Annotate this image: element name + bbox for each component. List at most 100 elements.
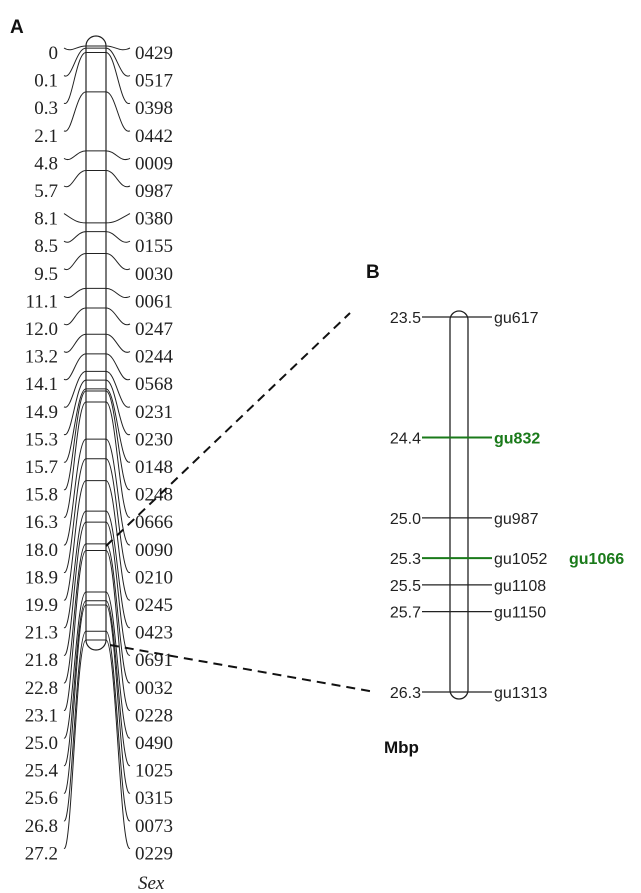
marker-label: 0090 bbox=[135, 540, 173, 561]
marker-label: 0248 bbox=[135, 485, 173, 506]
connector-left bbox=[63, 510, 87, 629]
locus-marker: gu1313 bbox=[494, 685, 547, 702]
connector-right bbox=[105, 45, 131, 51]
zoom-lines bbox=[105, 312, 376, 693]
marker-label: 0490 bbox=[135, 733, 173, 754]
marker-label: 0442 bbox=[135, 126, 173, 147]
marker-label: 0517 bbox=[135, 71, 173, 92]
position-label: 21.3 bbox=[25, 623, 58, 644]
panel-a-chromosome bbox=[85, 35, 107, 651]
locus-position: 25.7 bbox=[390, 605, 421, 622]
position-label: 5.7 bbox=[34, 181, 58, 202]
connector-left bbox=[63, 549, 87, 711]
connector-right bbox=[105, 353, 131, 381]
locus-marker: gu1150 bbox=[494, 605, 546, 622]
position-label: 14.9 bbox=[25, 402, 58, 423]
connector-left bbox=[63, 458, 87, 573]
locus-marker: gu617 bbox=[494, 310, 539, 327]
locus-position: 25.5 bbox=[390, 578, 421, 595]
connector-right bbox=[105, 438, 131, 546]
locus-position: 26.3 bbox=[390, 685, 421, 702]
marker-label: 0398 bbox=[135, 98, 173, 119]
connector-right bbox=[105, 47, 131, 77]
marker-label: 0315 bbox=[135, 788, 173, 809]
position-label: 0 bbox=[49, 43, 59, 64]
chromosome-bar bbox=[85, 35, 107, 651]
connector-right bbox=[105, 600, 131, 767]
position-label: 16.3 bbox=[25, 512, 58, 533]
locus-marker-highlight: gu1066 bbox=[569, 551, 624, 568]
marker-label: 0247 bbox=[135, 319, 173, 340]
marker-label: 0231 bbox=[135, 402, 173, 423]
position-label: 25.6 bbox=[25, 788, 58, 809]
connector-right bbox=[105, 370, 131, 408]
position-label: 25.4 bbox=[25, 761, 59, 782]
connector-right bbox=[105, 591, 131, 739]
connector-right bbox=[105, 480, 131, 601]
locus-position: 25.3 bbox=[390, 551, 421, 568]
connector-right bbox=[105, 543, 131, 684]
connector-right bbox=[105, 91, 131, 132]
connector-left bbox=[63, 150, 87, 161]
marker-label: 0030 bbox=[135, 264, 173, 285]
connector-right bbox=[105, 510, 131, 629]
position-label: 8.1 bbox=[34, 209, 58, 230]
connector-left bbox=[63, 543, 87, 684]
locus-marker: gu832 bbox=[494, 431, 540, 448]
panel-b-loci: 23.5 gu617 24.4 gu832 25.0 gu987 25.3 gu1052 gu1… bbox=[390, 310, 624, 702]
panel-a-connectors bbox=[63, 45, 131, 849]
position-label: 15.8 bbox=[25, 485, 58, 506]
marker-label: 0032 bbox=[135, 678, 173, 699]
position-label: 13.2 bbox=[25, 347, 58, 368]
connector-left bbox=[63, 213, 87, 224]
marker-label: 0666 bbox=[135, 512, 173, 533]
connector-left bbox=[63, 630, 87, 822]
position-label: 18.0 bbox=[25, 540, 58, 561]
position-label: 0.3 bbox=[34, 98, 58, 119]
panel-a-marker-labels: 0429 0517 0398 0442 0009 0987 0380 0155 0030 0061… bbox=[135, 43, 174, 864]
connector-left bbox=[63, 52, 87, 104]
marker-label: 0691 bbox=[135, 650, 173, 671]
connector-left bbox=[63, 231, 87, 243]
panel-a-position-labels: 0 0.1 0.3 2.1 4.8 5.7 8.1 8.5 9.5 11.1 12.0 13.2 14.… bbox=[25, 43, 59, 864]
position-label: 15.7 bbox=[25, 457, 58, 478]
connector-left bbox=[63, 604, 87, 794]
connector-left bbox=[63, 370, 87, 408]
position-label: 8.5 bbox=[34, 236, 58, 257]
connector-left bbox=[63, 353, 87, 381]
position-label: 2.1 bbox=[34, 126, 58, 147]
locus-position: 24.4 bbox=[390, 431, 421, 448]
marker-label: 0423 bbox=[135, 623, 173, 644]
connector-right bbox=[105, 630, 131, 822]
panel-b-chromosome bbox=[449, 310, 469, 700]
connector-left bbox=[63, 438, 87, 546]
connector-left bbox=[63, 47, 87, 77]
position-label: 15.3 bbox=[25, 429, 58, 450]
marker-label: 0228 bbox=[135, 705, 173, 726]
marker-label: 0244 bbox=[135, 347, 174, 368]
marker-label: 0230 bbox=[135, 429, 173, 450]
connector-right bbox=[105, 521, 131, 656]
panel-a-linkage-map: A 0 0.1 0.3 2.1 4.8 5.7 8.1 8.5 9.5 11.1 12.0 13.2 1… bbox=[10, 17, 174, 893]
marker-label: 0429 bbox=[135, 43, 173, 64]
connector-right bbox=[105, 231, 131, 243]
locus-position: 25.0 bbox=[390, 511, 421, 528]
trait-label-sex: Sex bbox=[138, 873, 165, 893]
connector-right bbox=[105, 150, 131, 161]
marker-label: 0073 bbox=[135, 816, 173, 837]
position-label: 0.1 bbox=[34, 71, 58, 92]
connector-right bbox=[105, 639, 131, 849]
marker-label: 0148 bbox=[135, 457, 173, 478]
marker-label: 0987 bbox=[135, 181, 173, 202]
marker-label: 0229 bbox=[135, 843, 173, 864]
connector-right bbox=[105, 287, 131, 298]
position-label: 23.1 bbox=[25, 705, 58, 726]
position-label: 21.8 bbox=[25, 650, 58, 671]
position-label: 4.8 bbox=[34, 153, 58, 174]
connector-left bbox=[63, 287, 87, 298]
position-label: 26.8 bbox=[25, 816, 58, 837]
connector-left bbox=[63, 639, 87, 849]
panel-b-physical-map: B 23.5 gu617 24.4 gu832 25.0 gu987 25.3 gu1052 g… bbox=[366, 262, 624, 757]
marker-label: 1025 bbox=[135, 761, 173, 782]
connector-right bbox=[105, 213, 131, 224]
